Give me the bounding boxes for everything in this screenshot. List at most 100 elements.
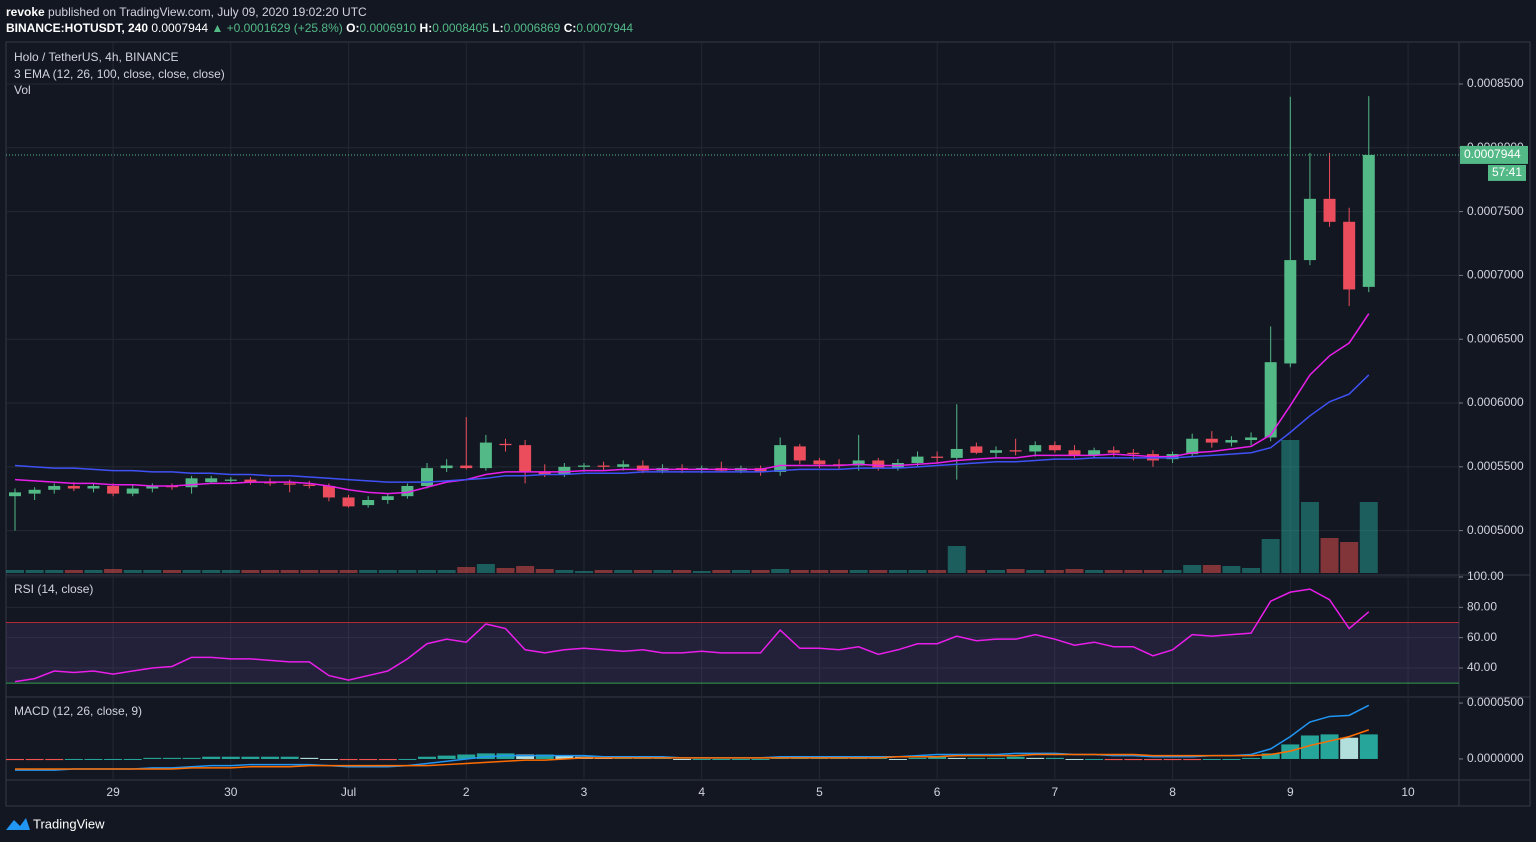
- h-label: H:: [419, 21, 433, 35]
- countdown: 57:41: [1492, 165, 1522, 179]
- candle-body: [1284, 260, 1297, 364]
- histogram-bar: [1104, 758, 1123, 761]
- volume-bar: [104, 569, 123, 573]
- histogram-bar: [1124, 758, 1143, 761]
- volume-bar: [928, 570, 947, 573]
- histogram-bar: [25, 758, 44, 761]
- o: 0.0006910: [359, 21, 417, 35]
- y-tick-label: 0.0006000: [1467, 395, 1524, 409]
- y-tick-label: 0.0005000: [1467, 523, 1524, 537]
- volume-bar: [437, 570, 456, 573]
- histogram-bar: [261, 756, 280, 759]
- publisher: revoke: [6, 5, 45, 19]
- y-tick-label: 0.0007500: [1467, 204, 1524, 218]
- volume-bar: [1242, 568, 1261, 573]
- histogram-bar: [359, 758, 378, 761]
- volume-bar: [84, 570, 103, 573]
- c-label: C:: [563, 21, 577, 35]
- x-tick-label: 29: [106, 785, 120, 799]
- volume-bar: [947, 546, 966, 573]
- candle-body: [597, 465, 610, 467]
- histogram-bar: [1222, 758, 1241, 760]
- volume-bar: [1320, 538, 1339, 573]
- indicator-label: 3 EMA (12, 26, 100, close, close, close): [14, 67, 225, 81]
- volume-bar: [457, 567, 476, 573]
- volume-bar: [202, 570, 221, 573]
- logo: [6, 818, 30, 830]
- volume-bar: [908, 570, 927, 573]
- pane-title: Holo / TetherUS, 4h, BINANCE: [14, 50, 179, 64]
- volume-bar: [1340, 542, 1359, 573]
- volume-bar: [653, 570, 672, 573]
- x-tick-label: 4: [698, 785, 705, 799]
- volume-bar: [692, 571, 711, 573]
- candle-body: [872, 460, 885, 469]
- volume-bar: [1143, 570, 1162, 573]
- y-tick-label: 80.00: [1467, 599, 1497, 613]
- x-tick-label: 30: [224, 785, 238, 799]
- y-tick-label: 0.0000000: [1467, 751, 1524, 765]
- histogram-bar: [1065, 758, 1084, 760]
- histogram-bar: [319, 758, 338, 760]
- histogram-bar: [123, 758, 142, 760]
- candle-body: [774, 445, 787, 472]
- x-tick-label: 8: [1169, 785, 1176, 799]
- candle-body: [283, 483, 296, 485]
- volume-bar: [1300, 502, 1319, 573]
- volume-bar: [418, 570, 437, 573]
- candle-body: [460, 465, 473, 469]
- histogram-bar: [1300, 735, 1319, 759]
- histogram-bar: [673, 758, 692, 760]
- histogram-bar: [731, 758, 750, 760]
- volume-bar: [555, 570, 574, 573]
- candle-body: [970, 446, 983, 453]
- volume-bar: [712, 570, 731, 573]
- candle-body: [813, 460, 826, 465]
- volume-bar: [339, 570, 358, 573]
- candle-body: [67, 485, 80, 489]
- histogram-bar: [1143, 758, 1162, 761]
- candle-body: [558, 466, 571, 475]
- y-tick-label: 0.0000500: [1467, 695, 1524, 709]
- candle-body: [87, 485, 100, 489]
- volume-bar: [398, 570, 417, 573]
- candle-body: [440, 465, 453, 469]
- candle-body: [421, 468, 434, 486]
- o-label: O:: [346, 21, 360, 35]
- volume-bar: [182, 570, 201, 573]
- candle-body: [1088, 450, 1101, 456]
- volume-bar: [378, 570, 397, 573]
- candle-body: [205, 478, 218, 483]
- candle-body: [1323, 198, 1336, 222]
- volume-bar: [771, 569, 790, 573]
- candle-body: [538, 471, 551, 475]
- histogram-bar: [1006, 756, 1025, 759]
- histogram-bar: [398, 758, 417, 760]
- candle-body: [342, 497, 355, 507]
- histogram-bar: [6, 758, 24, 761]
- histogram-bar: [339, 758, 358, 761]
- histogram-bar: [45, 758, 64, 761]
- volume-bar: [359, 570, 378, 573]
- pane-title: Vol: [14, 83, 31, 97]
- volume-bar: [614, 570, 633, 573]
- volume-bar: [987, 570, 1005, 573]
- last-price-box: [1460, 145, 1528, 164]
- l-label: L:: [492, 21, 504, 35]
- candle-body: [1264, 362, 1277, 438]
- histogram-bar: [378, 758, 397, 761]
- candle-body: [126, 488, 139, 494]
- volume-bar: [810, 570, 829, 573]
- histogram-bar: [418, 756, 437, 759]
- histogram-bar: [947, 757, 966, 759]
- x-tick-label: 7: [1052, 785, 1059, 799]
- candle-body: [1048, 445, 1061, 451]
- candle-body: [1303, 198, 1316, 261]
- y-tick-label: 100.00: [1467, 569, 1504, 583]
- volume-bar: [1045, 570, 1064, 573]
- histogram-bar: [202, 756, 221, 759]
- candle-body: [990, 450, 1002, 453]
- candle-body: [146, 485, 159, 489]
- candle-body: [1009, 450, 1022, 452]
- volume-bar: [830, 570, 849, 573]
